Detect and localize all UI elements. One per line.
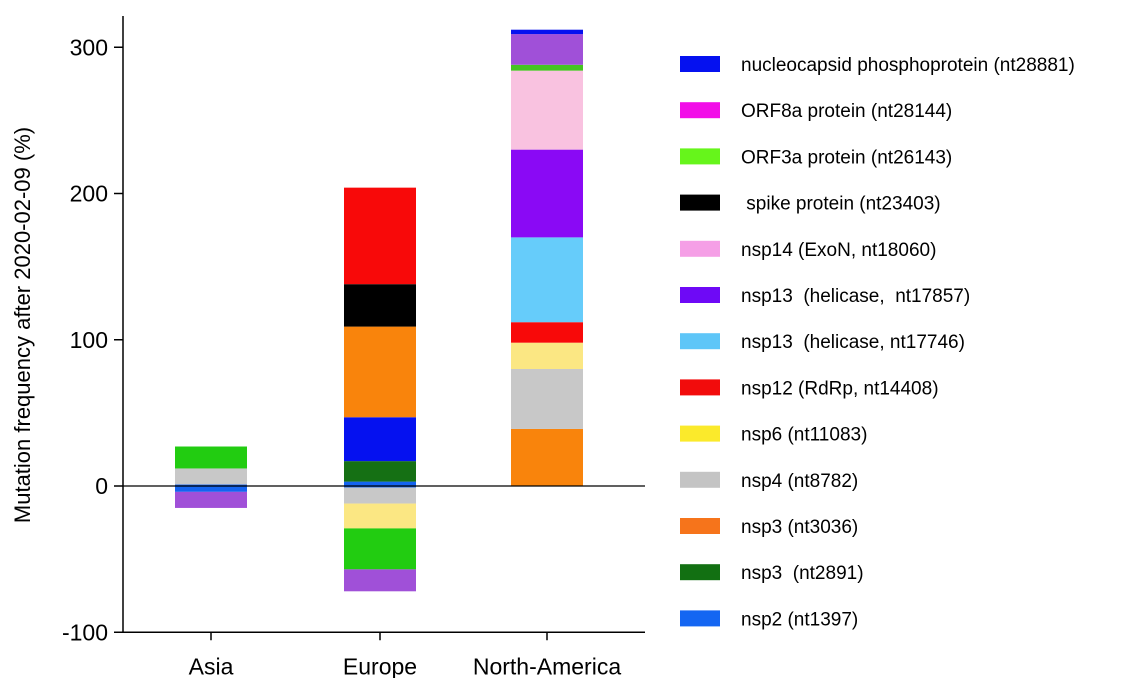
bar-segment-europe-5 <box>344 481 416 486</box>
legend-swatch <box>680 610 720 627</box>
bar-segment-asia-3 <box>175 486 247 492</box>
y-axis-title: Mutation frequency after 2020-02-09 (%) <box>10 127 35 523</box>
x-tick-label-europe: Europe <box>343 653 417 678</box>
legend-label: nsp13 (helicase, nt17857) <box>741 286 970 307</box>
legend-label: nucleocapsid phosphoprotein (nt28881) <box>741 55 1075 76</box>
bar-segment-europe-6 <box>344 461 416 482</box>
legend-swatch <box>680 102 720 119</box>
bar-segment-europe-8 <box>344 326 416 418</box>
bar-segment-asia-1 <box>175 468 247 485</box>
bar-segment-europe-10 <box>344 187 416 285</box>
legend-swatch <box>680 240 720 257</box>
bar-segment-north-america-21 <box>511 149 583 238</box>
y-tick-label: -100 <box>62 619 108 645</box>
bar-segment-north-america-19 <box>511 322 583 343</box>
bar-segment-asia-4 <box>175 491 247 508</box>
x-tick-label-asia: Asia <box>189 653 234 678</box>
legend-swatch <box>680 379 720 396</box>
y-tick-label: 300 <box>70 34 108 60</box>
legend-swatch <box>680 56 720 72</box>
y-tick-label: 100 <box>70 327 108 353</box>
legend-swatch <box>680 564 720 581</box>
legend-label: nsp12 (RdRp, nt14408) <box>741 378 939 399</box>
bar-segment-north-america-17 <box>511 369 583 429</box>
legend-label: nsp2 (nt1397) <box>741 609 858 630</box>
axes: -100 0 100 200 300 Asia Europe North-America <box>62 16 645 678</box>
bar-segment-north-america-23 <box>511 64 583 71</box>
legend-label: nsp3 (nt2891) <box>741 563 864 584</box>
legend-label: ORF8a protein (nt28144) <box>741 101 952 122</box>
bar-segment-europe-14 <box>344 528 416 570</box>
bar-segment-north-america-16 <box>511 428 583 486</box>
bar-segment-north-america-24 <box>511 34 583 65</box>
legend-label: nsp6 (nt11083) <box>741 425 867 446</box>
legend-swatch <box>680 471 720 488</box>
y-tick-label: 200 <box>70 181 108 207</box>
legend-label: nsp3 (nt3036) <box>741 517 858 538</box>
legend-swatch <box>680 148 720 165</box>
legend-label: nsp13 (helicase, nt17746) <box>741 332 965 353</box>
legend-label: ORF3a protein (nt26143) <box>741 147 952 168</box>
bar-segments <box>175 29 583 592</box>
legend-label: spike protein (nt23403) <box>741 194 941 215</box>
bar-segment-north-america-20 <box>511 237 583 323</box>
bar-segment-asia-0 <box>175 484 247 486</box>
bar-segment-north-america-22 <box>511 70 583 150</box>
bar-segment-europe-12 <box>344 487 416 504</box>
legend-swatch <box>680 518 720 534</box>
legend: nucleocapsid phosphoprotein (nt28881) ORF… <box>680 55 1075 630</box>
legend-label: nsp4 (nt8782) <box>741 471 858 492</box>
bar-segment-europe-7 <box>344 417 416 462</box>
x-tick-label-north-america: North-America <box>473 653 621 678</box>
bar-segment-europe-15 <box>344 569 416 592</box>
bar-segment-europe-13 <box>344 503 416 529</box>
legend-swatch <box>680 425 720 442</box>
y-tick-label: 0 <box>95 473 108 499</box>
legend-swatch <box>680 333 720 350</box>
legend-label: nsp14 (ExoN, nt18060) <box>741 240 936 261</box>
bar-segment-europe-11 <box>344 486 416 488</box>
bar-segment-north-america-25 <box>511 29 583 35</box>
legend-swatch <box>680 194 720 211</box>
bar-segment-asia-2 <box>175 446 247 469</box>
bar-segment-europe-9 <box>344 284 416 327</box>
bar-segment-north-america-18 <box>511 342 583 369</box>
legend-swatch <box>680 287 720 303</box>
